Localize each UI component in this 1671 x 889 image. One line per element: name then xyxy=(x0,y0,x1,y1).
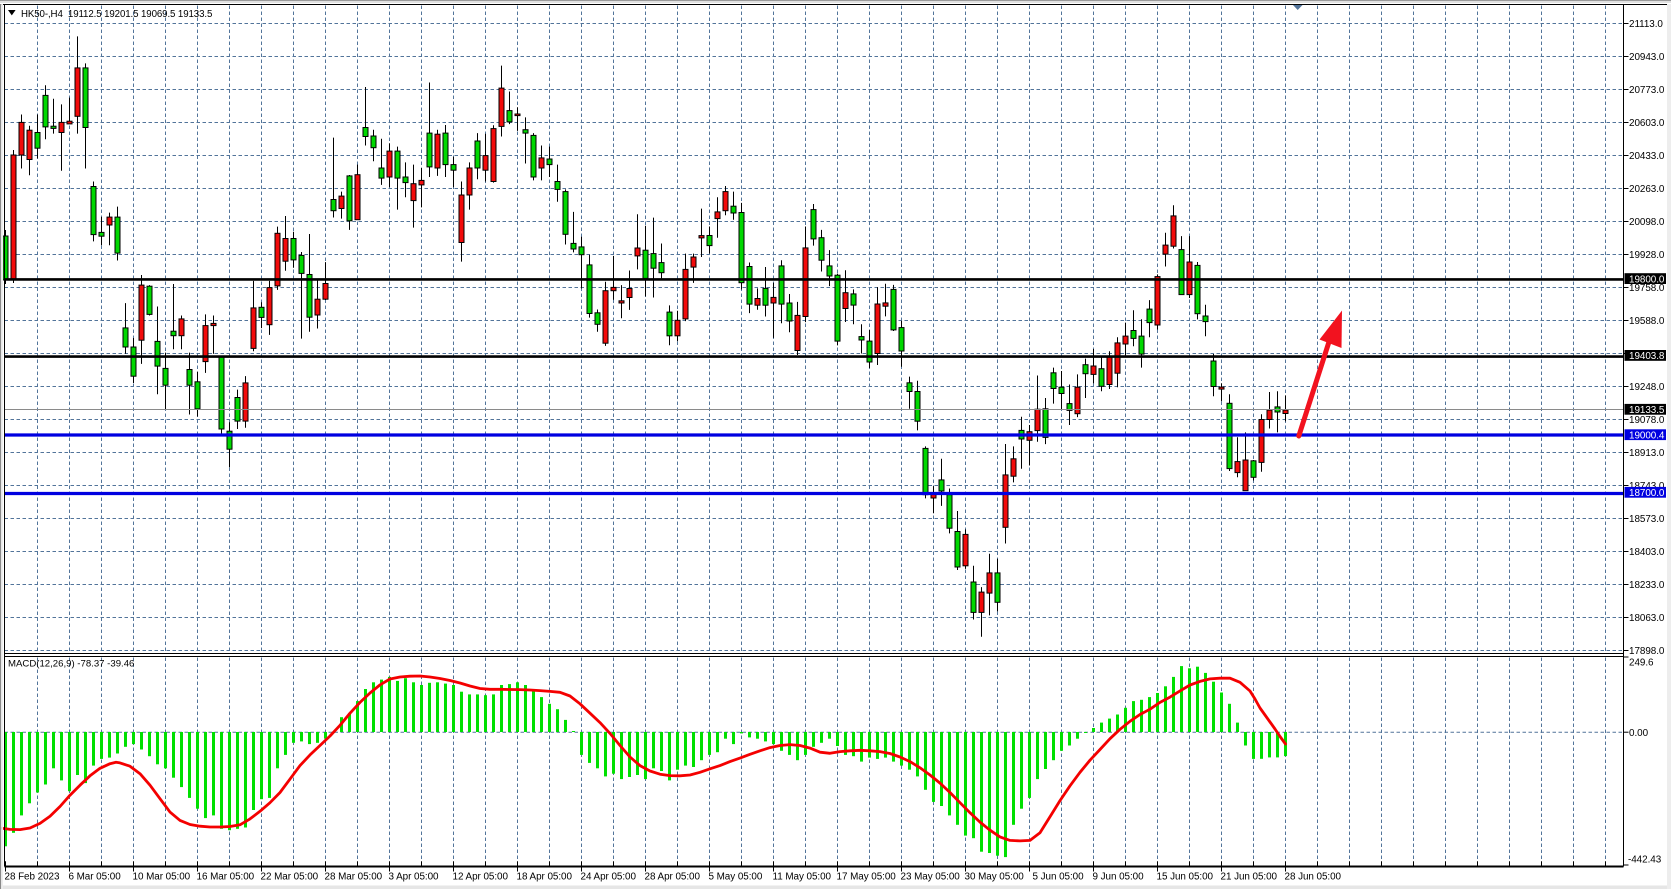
svg-text:20433.0: 20433.0 xyxy=(1629,151,1665,162)
svg-text:24 Apr 05:00: 24 Apr 05:00 xyxy=(581,872,637,883)
svg-text:18913.0: 18913.0 xyxy=(1629,448,1665,459)
svg-text:30 May 05:00: 30 May 05:00 xyxy=(965,872,1025,883)
svg-text:0.00: 0.00 xyxy=(1629,728,1649,739)
svg-text:21113.0: 21113.0 xyxy=(1629,19,1663,30)
svg-text:12 Apr 05:00: 12 Apr 05:00 xyxy=(453,872,509,883)
svg-text:18 Apr 05:00: 18 Apr 05:00 xyxy=(517,872,573,883)
svg-text:23 May 05:00: 23 May 05:00 xyxy=(901,872,961,883)
svg-text:19078.0: 19078.0 xyxy=(1629,415,1665,426)
svg-text:15 Jun 05:00: 15 Jun 05:00 xyxy=(1157,872,1214,883)
svg-text:19133.5: 19133.5 xyxy=(1629,405,1665,416)
svg-text:22 Mar 05:00: 22 Mar 05:00 xyxy=(261,872,319,883)
svg-text:3 Apr 05:00: 3 Apr 05:00 xyxy=(389,872,440,883)
svg-text:20263.0: 20263.0 xyxy=(1629,184,1665,195)
svg-text:20943.0: 20943.0 xyxy=(1629,52,1665,63)
svg-text:18403.0: 18403.0 xyxy=(1629,547,1665,558)
svg-text:249.6: 249.6 xyxy=(1629,658,1654,669)
svg-text:5 May 05:00: 5 May 05:00 xyxy=(709,872,763,883)
svg-text:-442.43: -442.43 xyxy=(1628,855,1662,866)
svg-text:9 Jun 05:00: 9 Jun 05:00 xyxy=(1093,872,1145,883)
svg-text:19000.4: 19000.4 xyxy=(1629,430,1665,441)
svg-text:19403.8: 19403.8 xyxy=(1629,351,1665,362)
svg-text:28 Feb 2023: 28 Feb 2023 xyxy=(5,872,60,883)
svg-text:19800.0: 19800.0 xyxy=(1629,274,1665,285)
svg-text:16 Mar 05:00: 16 Mar 05:00 xyxy=(197,872,255,883)
svg-text:20098.0: 20098.0 xyxy=(1629,217,1665,228)
svg-text:18573.0: 18573.0 xyxy=(1629,514,1665,525)
svg-text:17 May 05:00: 17 May 05:00 xyxy=(837,872,897,883)
svg-text:19758.0: 19758.0 xyxy=(1629,283,1665,294)
svg-text:11 May 05:00: 11 May 05:00 xyxy=(773,872,832,883)
svg-text:21 Jun 05:00: 21 Jun 05:00 xyxy=(1221,872,1278,883)
svg-text:MACD(12,26,9) -78.37 -39.46: MACD(12,26,9) -78.37 -39.46 xyxy=(8,659,134,670)
svg-text:28 Mar 05:00: 28 Mar 05:00 xyxy=(325,872,383,883)
svg-text:19248.0: 19248.0 xyxy=(1629,382,1665,393)
svg-text:19928.0: 19928.0 xyxy=(1629,250,1665,261)
svg-text:6 Mar 05:00: 6 Mar 05:00 xyxy=(69,872,122,883)
svg-text:20773.0: 20773.0 xyxy=(1629,85,1665,96)
svg-text:HK50-,H4 19112.5 19201.5 1906: HK50-,H4 19112.5 19201.5 19069.5 19133.5 xyxy=(21,9,212,20)
svg-text:18063.0: 18063.0 xyxy=(1629,613,1665,624)
svg-text:18233.0: 18233.0 xyxy=(1629,580,1665,591)
svg-text:10 Mar 05:00: 10 Mar 05:00 xyxy=(133,872,191,883)
svg-text:28 Apr 05:00: 28 Apr 05:00 xyxy=(645,872,701,883)
svg-text:5 Jun 05:00: 5 Jun 05:00 xyxy=(1033,872,1085,883)
svg-text:28 Jun 05:00: 28 Jun 05:00 xyxy=(1285,872,1342,883)
svg-text:19588.0: 19588.0 xyxy=(1629,316,1665,327)
svg-text:17898.0: 17898.0 xyxy=(1629,646,1665,657)
svg-text:18700.0: 18700.0 xyxy=(1629,488,1665,499)
svg-text:18743.0: 18743.0 xyxy=(1629,481,1665,492)
svg-text:20603.0: 20603.0 xyxy=(1629,118,1665,129)
